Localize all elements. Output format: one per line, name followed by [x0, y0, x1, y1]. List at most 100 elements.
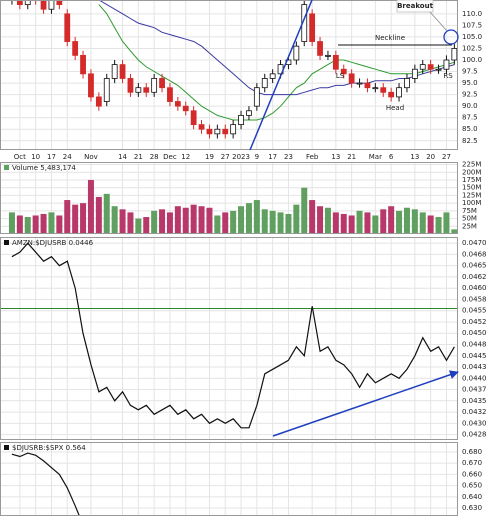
volume-bar — [206, 207, 213, 234]
volume-bar — [372, 215, 379, 234]
x-tick-label: 12 — [181, 153, 190, 161]
panel-frame — [0, 237, 458, 440]
x-tick-label: Dec — [163, 153, 177, 161]
volume-bar — [403, 207, 410, 234]
x-tick-label: 2023 — [232, 153, 250, 161]
volume-bar — [166, 212, 173, 234]
candle-body — [16, 0, 23, 6]
annotation: Neckline — [375, 34, 405, 42]
panel-label: $DJUSRB:$SPX 0.564 — [12, 444, 86, 452]
volume-bar — [253, 200, 260, 234]
volume-bar — [411, 209, 418, 234]
y-tick-label: 0.0440 — [462, 374, 487, 382]
breakout-circle — [443, 29, 459, 45]
candle-body — [404, 78, 410, 89]
candle-body — [261, 78, 268, 89]
panel-frame — [0, 162, 458, 234]
candle-body — [151, 78, 158, 93]
volume-bar — [111, 206, 118, 234]
volume-bar — [214, 215, 221, 234]
y-tick-label: 110.0 — [462, 10, 482, 18]
volume-bar — [198, 206, 205, 234]
y-tick-label: 50M — [462, 215, 477, 223]
panel-label: Volume 5,483,174 — [12, 164, 76, 172]
annotation: LS — [336, 72, 345, 80]
panel-label: AMZN:$DJUSRB 0.0446 — [12, 239, 94, 247]
x-tick-label: Nov — [84, 153, 98, 161]
y-tick-label: 85.0 — [462, 125, 478, 133]
candle-body — [24, 0, 31, 6]
candle-body — [48, 0, 55, 10]
candle-body — [64, 13, 71, 42]
x-tick-label: 13 — [410, 153, 419, 161]
x-tick-label: 6 — [389, 153, 394, 161]
y-tick-label: 0.650 — [462, 482, 482, 490]
trend-line — [249, 0, 313, 151]
x-tick-label: 17 — [47, 153, 56, 161]
volume-bar — [190, 204, 197, 234]
volume-bar — [222, 212, 229, 234]
volume-bar — [103, 193, 110, 234]
volume-bar — [435, 217, 442, 234]
x-tick-label: 27 — [442, 153, 451, 161]
candle-body — [309, 13, 316, 42]
panel — [0, 162, 458, 234]
candle-body — [451, 48, 458, 61]
x-tick-label: 19 — [205, 153, 214, 161]
candle-body — [214, 128, 221, 135]
y-tick-label: 87.5 — [462, 114, 478, 122]
candle-body — [111, 64, 118, 79]
volume-bar — [32, 215, 39, 234]
y-tick-label: 0.630 — [462, 504, 482, 512]
candle-body — [253, 87, 260, 107]
annotation-box — [396, 0, 434, 13]
legend-swatch — [4, 240, 9, 245]
volume-bar — [388, 206, 395, 234]
volume-bar — [238, 206, 245, 234]
volume-bar — [87, 179, 94, 234]
volume-bar — [419, 212, 426, 234]
y-tick-label: 0.0443 — [462, 363, 487, 371]
volume-bar — [56, 215, 63, 234]
x-tick-label: Feb — [306, 153, 319, 161]
candle-body — [182, 105, 189, 112]
candle-body — [325, 54, 331, 57]
volume-bar — [182, 207, 189, 234]
annotation: RS — [443, 72, 453, 80]
candle-body — [317, 41, 323, 56]
y-tick-label: 107.5 — [462, 21, 482, 29]
x-tick-label: 17 — [268, 153, 277, 161]
volume-bar — [301, 187, 308, 234]
candle-body — [411, 68, 418, 79]
x-tick-label: 21 — [134, 153, 143, 161]
candle-body — [72, 41, 79, 56]
y-tick-label: 0.0465 — [462, 262, 487, 270]
volume-bar — [293, 204, 300, 234]
y-tick-label: 75M — [462, 207, 477, 215]
candle-body — [222, 128, 229, 135]
volume-bar — [16, 215, 23, 234]
candle-body — [88, 73, 94, 98]
y-tick-label: 0.0435 — [462, 397, 487, 405]
ratio-line — [11, 452, 81, 516]
y-tick-label: 0.0462 — [462, 273, 487, 281]
volume-bar — [24, 217, 31, 234]
volume-bar — [159, 209, 166, 234]
y-tick-label: 100.0 — [462, 56, 482, 64]
volume-bar — [348, 215, 355, 234]
x-tick-label: 21 — [347, 153, 356, 161]
volume-bar — [245, 203, 252, 234]
y-tick-label: 0.0470 — [462, 239, 487, 247]
volume-bar — [127, 212, 134, 234]
x-tick-label: 20 — [426, 153, 435, 161]
x-tick-label: 9 — [255, 153, 259, 161]
candle-body — [332, 54, 339, 70]
panel — [0, 0, 458, 150]
candle-body — [364, 82, 371, 89]
candle-body — [40, 0, 47, 10]
volume-bar — [380, 209, 387, 234]
annotation: Head — [386, 104, 404, 112]
x-tick-label: 14 — [118, 153, 127, 161]
